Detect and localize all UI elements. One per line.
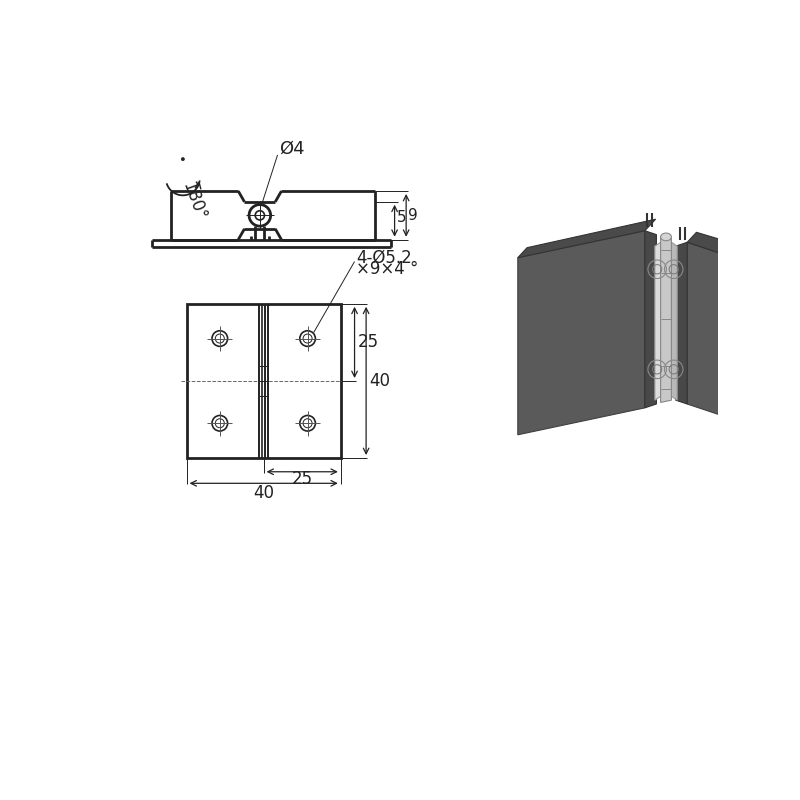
Ellipse shape — [661, 233, 671, 241]
Polygon shape — [671, 242, 677, 400]
Text: 40: 40 — [369, 372, 390, 390]
Polygon shape — [518, 230, 645, 435]
Text: 4-Ø5.2: 4-Ø5.2 — [356, 249, 412, 266]
Circle shape — [182, 158, 184, 161]
Text: ×9×4 °: ×9×4 ° — [356, 260, 418, 278]
Polygon shape — [655, 242, 661, 400]
Polygon shape — [687, 242, 734, 419]
Text: 25: 25 — [358, 334, 378, 351]
Polygon shape — [518, 219, 656, 258]
Text: 40: 40 — [254, 483, 274, 502]
Text: Ø4: Ø4 — [279, 140, 305, 158]
Polygon shape — [687, 232, 742, 258]
Text: 25: 25 — [292, 470, 313, 489]
Bar — [186, 304, 341, 458]
Text: 5: 5 — [397, 210, 406, 225]
Text: 180°: 180° — [178, 179, 209, 223]
Polygon shape — [676, 242, 687, 404]
Polygon shape — [645, 230, 656, 408]
Text: 9: 9 — [409, 208, 418, 223]
Polygon shape — [661, 236, 671, 402]
